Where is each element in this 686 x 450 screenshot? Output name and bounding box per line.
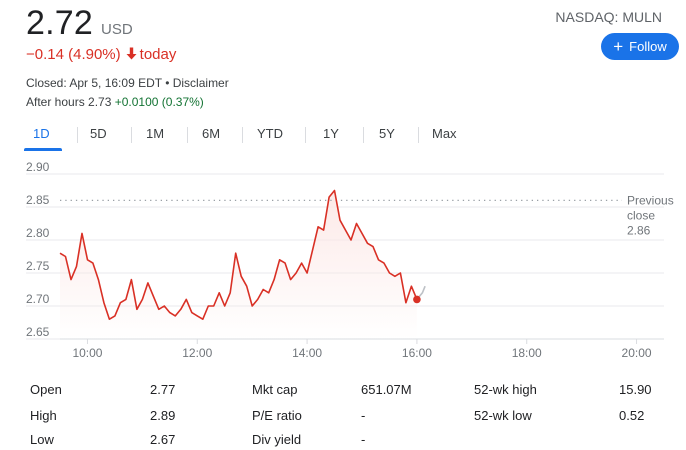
current-price: 2.72 [26, 4, 93, 42]
tab-divider [418, 127, 419, 143]
stat-label-mkt-cap: Mkt cap [252, 382, 298, 397]
stat-label-open: Open [30, 382, 62, 397]
price-row: 2.72 USD [26, 4, 133, 43]
after-hours-label: After hours 2.73 [26, 95, 112, 109]
tab-1m[interactable]: 1M [146, 126, 165, 141]
tab-divider [187, 127, 188, 143]
stat-label-52wk-high: 52-wk high [474, 382, 537, 397]
tab-5d[interactable]: 5D [90, 126, 107, 141]
currency-label: USD [100, 21, 133, 38]
market-status: Closed: Apr 5, 16:09 EDT • Disclaimer [26, 76, 229, 90]
stat-value-52wk-high: 15.90 [619, 382, 652, 397]
y-tick-label: 2.90 [26, 160, 50, 174]
tab-1d[interactable]: 1D [33, 126, 50, 141]
after-hours-row: After hours 2.73 +0.0100 (0.37%) [26, 95, 204, 109]
price-line [59, 189, 418, 320]
stat-label-low: Low [30, 432, 54, 447]
previous-close-label: close [627, 208, 655, 222]
stat-value-mkt-cap: 651.07M [361, 382, 412, 397]
x-tick-label: 14:00 [292, 346, 322, 360]
y-tick-label: 2.80 [26, 226, 50, 240]
last-price-marker [413, 295, 421, 304]
tab-6m[interactable]: 6M [202, 126, 221, 141]
tab-ytd[interactable]: YTD [257, 126, 283, 141]
stat-value-open: 2.77 [150, 382, 176, 397]
y-tick-label: 2.65 [26, 325, 50, 339]
previous-close-label: Previous [627, 193, 674, 207]
stat-value-pe-ratio: - [361, 408, 366, 423]
y-tick-label: 2.70 [26, 292, 50, 306]
arrow-down-icon [126, 47, 137, 63]
follow-label: Follow [629, 39, 667, 54]
plus-icon: + [613, 37, 624, 56]
x-tick-label: 18:00 [512, 346, 542, 360]
y-tick-label: 2.75 [26, 259, 50, 273]
tab-divider [131, 127, 132, 143]
active-tab-indicator [24, 148, 62, 151]
stat-label-high: High [30, 408, 57, 423]
stat-value-low: 2.67 [150, 432, 176, 447]
price-change-row: −0.14 (4.90%) today [26, 46, 176, 63]
price-chart[interactable]: 2.90 2.85 2.80 2.75 2.70 2.65 10:00 12:00 14:00 1… [0, 160, 686, 365]
change-period: today [139, 46, 177, 63]
tab-divider [305, 127, 306, 143]
tab-1y[interactable]: 1Y [323, 126, 339, 141]
stat-value-52wk-low: 0.52 [619, 408, 645, 423]
x-tick-label: 10:00 [72, 346, 102, 360]
tab-divider [77, 127, 78, 143]
stat-label-pe-ratio: P/E ratio [252, 408, 302, 423]
tab-5y[interactable]: 5Y [379, 126, 395, 141]
tab-divider [242, 127, 243, 143]
stat-label-52wk-low: 52-wk low [474, 408, 532, 423]
ticker-symbol: NASDAQ: MULN [555, 9, 662, 25]
previous-close-value: 2.86 [627, 223, 651, 237]
stat-label-div-yield: Div yield [252, 432, 302, 447]
tab-max[interactable]: Max [432, 126, 457, 141]
after-hours-change: +0.0100 (0.37%) [114, 95, 204, 109]
tab-divider [363, 127, 364, 143]
y-tick-label: 2.85 [26, 193, 50, 207]
price-change: −0.14 (4.90%) [26, 46, 121, 63]
x-tick-label: 16:00 [402, 346, 432, 360]
x-tick-label: 20:00 [622, 346, 652, 360]
x-tick-label: 12:00 [182, 346, 212, 360]
stat-value-div-yield: - [361, 432, 366, 447]
stat-value-high: 2.89 [150, 408, 176, 423]
follow-button[interactable]: + Follow [601, 33, 679, 60]
